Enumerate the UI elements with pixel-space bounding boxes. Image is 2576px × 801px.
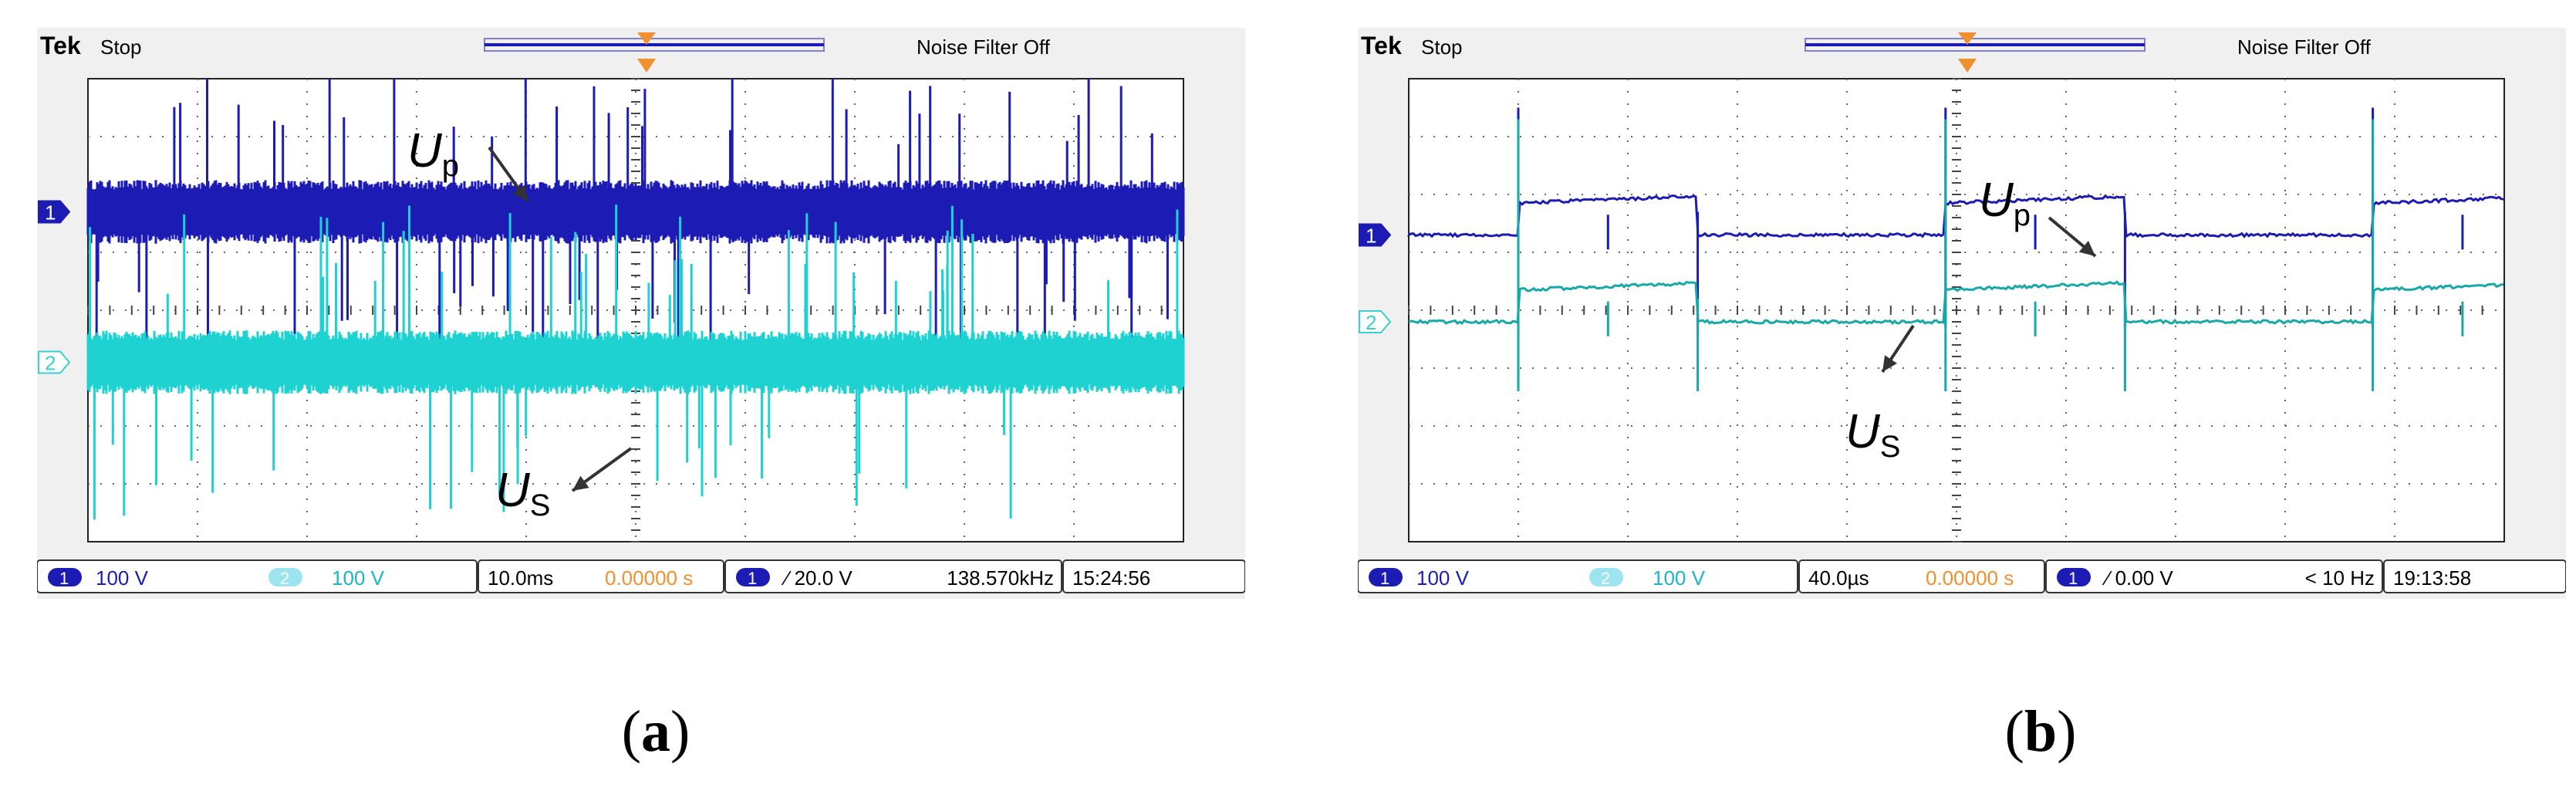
trig-badge-number: 1	[2068, 569, 2078, 588]
ch1-scale: 100 V	[96, 566, 149, 590]
arrow-head-icon	[512, 184, 528, 201]
trig-badge-number: 1	[748, 569, 757, 588]
status-box	[1798, 559, 2045, 593]
ch2-scale: 100 V	[332, 566, 385, 590]
channel-marker-1: 1	[38, 200, 71, 225]
center-ticks	[1408, 78, 2483, 542]
ch2-badge	[268, 568, 302, 586]
status-box	[478, 559, 724, 593]
trace-wave	[1408, 280, 2504, 326]
trigger-delay: 0.00000 s	[1926, 566, 2014, 590]
trace-body	[86, 180, 1185, 244]
channel-marker-number: 1	[45, 201, 56, 225]
status-box	[2045, 559, 2383, 593]
trace-channel-1	[86, 79, 1185, 371]
caption-a: (a)	[621, 699, 690, 764]
status-label: Stop	[100, 35, 142, 59]
trace-channel-2	[1408, 119, 2504, 391]
trigger-level: ∕ 20.0 V	[781, 566, 852, 590]
ch2-badge-number: 2	[1601, 569, 1610, 588]
trigger-marker-icon	[637, 59, 656, 73]
trigger-frequency: 138.570kHz	[947, 566, 1054, 590]
timebase: 40.0µs	[1808, 566, 1869, 590]
clock-time: 19:13:58	[2393, 566, 2471, 590]
arrow-head-icon	[1882, 355, 1897, 372]
trace-edges	[1517, 119, 2464, 391]
arrow-head-icon	[572, 475, 589, 491]
trigger-delay: 0.00000 s	[605, 566, 693, 590]
signal-label-text: US	[495, 464, 550, 522]
ch2-badge	[1589, 568, 1623, 586]
status-bar: 1 100 V 2 100 V 40.0µs 0.00000 s 1 ∕ 0.00 V < 10…	[1357, 559, 2567, 593]
trigger-frequency: < 10 Hz	[2305, 566, 2375, 590]
ch2-badge-number: 2	[280, 569, 289, 588]
signal-label-US: US	[495, 447, 633, 522]
channel-marker-number: 2	[1366, 311, 1376, 334]
ch1-badge-number: 1	[1380, 569, 1389, 588]
caption-a-letter: a	[641, 699, 670, 764]
trigger-position-icon	[1958, 32, 1977, 45]
timebase: 10.0ms	[488, 566, 553, 590]
signal-label-sub: p	[2014, 198, 2031, 232]
trigger-marker-icon	[1958, 59, 1977, 73]
oscilloscope-panel-b: Tek Stop Noise Filter Off 1 2 Up US 1 100 V 2 100 …	[1357, 28, 2567, 599]
trace-body	[86, 330, 1185, 394]
oscilloscope-panel-a: Tek Stop Noise Filter Off 1 2 Up US 1 100 V 2 100 …	[36, 28, 1246, 599]
status-label: Stop	[1421, 35, 1463, 59]
signal-label-sub: p	[442, 149, 459, 183]
brand-label: Tek	[1361, 32, 1402, 59]
status-box	[1357, 559, 1798, 593]
trace-wave	[1407, 194, 2504, 238]
arrow-head-icon	[2078, 240, 2095, 256]
caption-b-letter: b	[2024, 699, 2058, 764]
signal-label-sub: S	[530, 488, 551, 522]
status-bar: 1 100 V 2 100 V 10.0ms 0.00000 s 1 ∕ 20.0 V 138.…	[36, 559, 1246, 593]
trigger-position-icon	[637, 32, 656, 45]
ch1-badge	[48, 568, 82, 586]
trigger-level: ∕ 0.00 V	[2102, 566, 2173, 590]
channel-marker-number: 2	[45, 352, 56, 375]
ch2-scale: 100 V	[1653, 566, 1706, 590]
trace-channel-2	[86, 204, 1185, 520]
trace-spikes	[89, 204, 1179, 520]
channel-marker-2: 2	[38, 350, 71, 375]
record-position-bar	[1805, 32, 2146, 73]
clock-time: 15:24:56	[1072, 566, 1150, 590]
ch1-scale: 100 V	[1416, 566, 1470, 590]
trig-badge	[736, 568, 770, 586]
status-box	[36, 559, 478, 593]
record-position-bar	[484, 32, 825, 73]
ch1-badge-number: 1	[59, 569, 69, 588]
channel-marker-shape	[38, 200, 71, 224]
channel-marker-shape	[38, 350, 71, 374]
trace-spikes	[95, 79, 1169, 371]
channel-marker-2: 2	[1359, 310, 1392, 334]
trig-badge	[2057, 568, 2091, 586]
brand-label: Tek	[40, 32, 81, 59]
noise-filter-label: Noise Filter Off	[917, 35, 1051, 59]
noise-filter-label: Noise Filter Off	[2237, 35, 2372, 59]
caption-b: (b)	[2004, 699, 2077, 764]
status-box	[724, 559, 1062, 593]
signal-label-sub: S	[1880, 430, 1901, 464]
channel-marker-shape	[1359, 223, 1392, 247]
channel-marker-number: 1	[1366, 225, 1376, 248]
ch1-badge	[1369, 568, 1403, 586]
channel-marker-shape	[1359, 310, 1392, 333]
channel-marker-1: 1	[1359, 223, 1392, 248]
